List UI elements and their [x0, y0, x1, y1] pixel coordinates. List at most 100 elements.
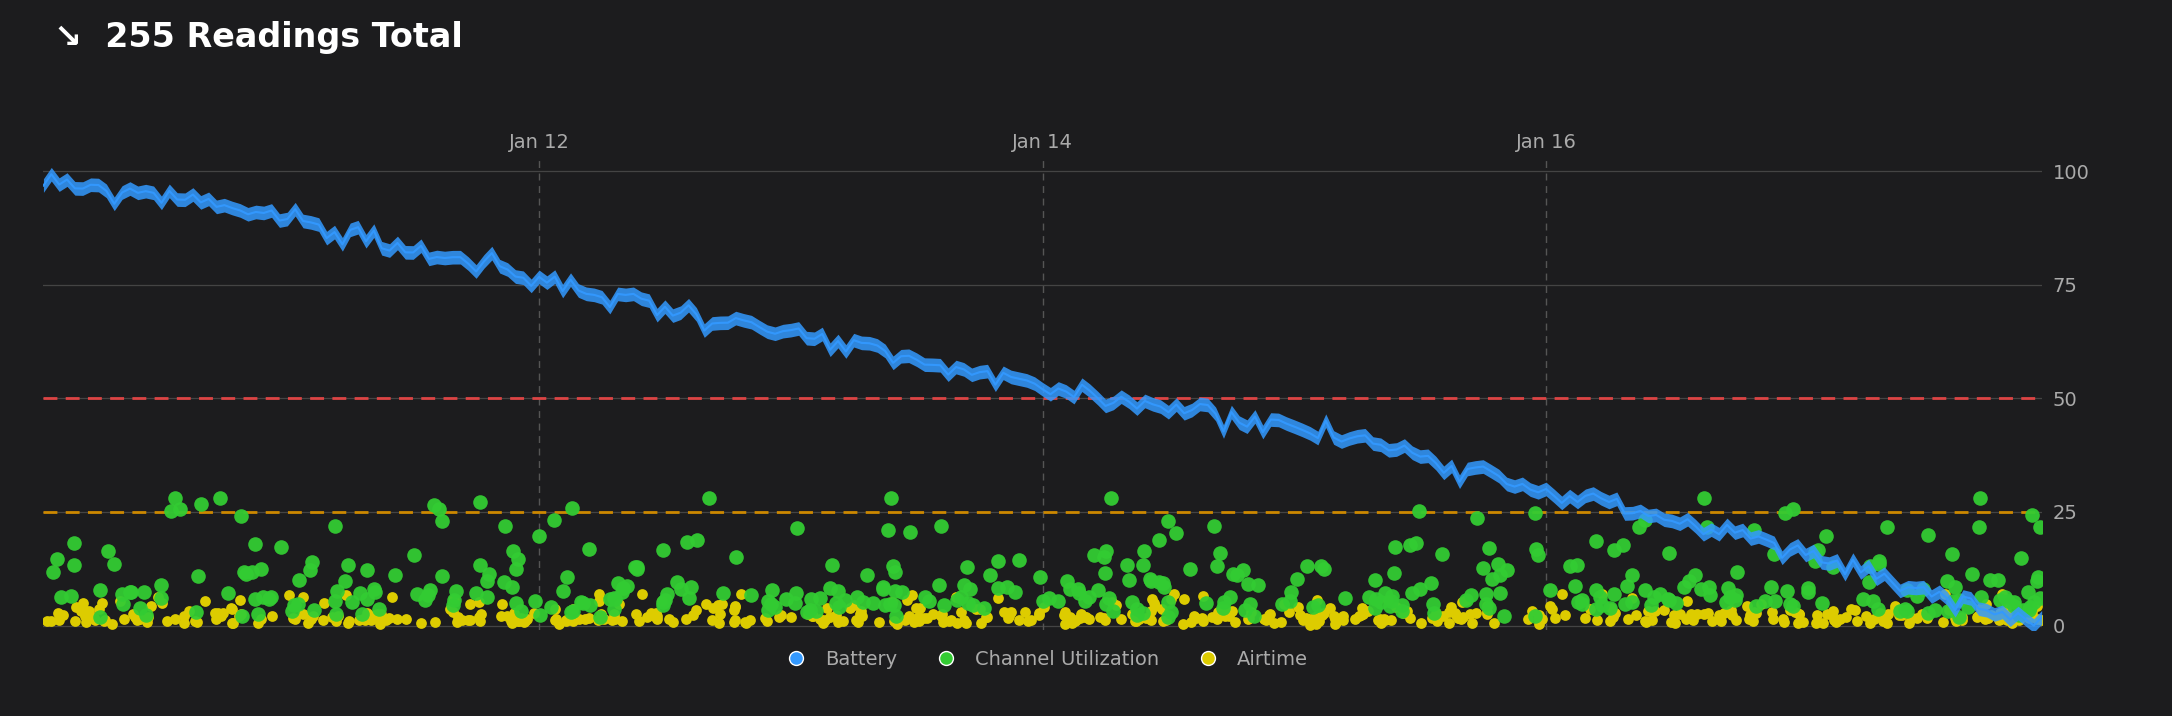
- Point: [437, 606, 471, 617]
- Point: [1425, 548, 1460, 559]
- Point: [867, 583, 901, 594]
- Point: [649, 589, 684, 600]
- Point: [795, 611, 830, 622]
- Point: [1023, 571, 1058, 583]
- Point: [1798, 546, 1833, 558]
- Point: [550, 614, 584, 626]
- Point: [350, 594, 384, 605]
- Point: [2000, 608, 2035, 619]
- Point: [500, 553, 534, 565]
- Point: [1703, 615, 1738, 626]
- Point: [1301, 594, 1336, 606]
- Point: [33, 615, 67, 626]
- Point: [1968, 609, 2003, 620]
- Point: [539, 604, 573, 615]
- Point: [645, 596, 680, 607]
- Point: [178, 606, 213, 617]
- Point: [59, 601, 93, 613]
- Point: [348, 612, 382, 624]
- Point: [1297, 611, 1331, 622]
- Point: [582, 596, 617, 607]
- Point: [180, 571, 215, 582]
- Point: [1344, 602, 1379, 614]
- Point: [1199, 614, 1234, 625]
- Point: [680, 534, 715, 546]
- Point: [1755, 613, 1790, 624]
- Point: [150, 615, 185, 626]
- Point: [1153, 606, 1188, 618]
- Point: [923, 521, 958, 532]
- Point: [167, 617, 202, 629]
- Point: [856, 597, 891, 609]
- Point: [899, 612, 934, 624]
- Point: [1477, 618, 1512, 629]
- Point: [1470, 600, 1505, 611]
- Point: [463, 559, 497, 571]
- Point: [1568, 612, 1603, 624]
- Point: [1779, 606, 1814, 618]
- Point: [1199, 561, 1234, 572]
- Point: [1937, 616, 1972, 627]
- Point: [1053, 611, 1088, 622]
- Point: [500, 614, 534, 626]
- Point: [98, 558, 132, 569]
- Point: [363, 609, 397, 620]
- Point: [1125, 559, 1160, 571]
- Point: [178, 616, 213, 627]
- Point: [1001, 614, 1036, 626]
- Point: [397, 549, 432, 561]
- Point: [1994, 617, 2029, 629]
- Point: [1564, 599, 1599, 610]
- Point: [113, 587, 148, 599]
- Point: [56, 559, 91, 571]
- Point: [1974, 609, 2009, 621]
- Point: [595, 614, 630, 625]
- Point: [1069, 611, 1103, 622]
- Point: [1861, 604, 1896, 615]
- Point: [1440, 612, 1475, 624]
- Point: [1166, 593, 1201, 604]
- Point: [211, 587, 245, 599]
- Point: [1653, 616, 1688, 628]
- Point: [932, 616, 967, 627]
- Point: [237, 594, 272, 605]
- Point: [982, 593, 1016, 604]
- Point: [1718, 594, 1753, 606]
- Point: [634, 607, 669, 619]
- Point: [1362, 613, 1397, 624]
- Point: [159, 613, 193, 624]
- Point: [925, 608, 960, 619]
- Point: [567, 614, 602, 625]
- Point: [1559, 559, 1594, 571]
- Point: [1731, 613, 1766, 624]
- Point: [747, 612, 782, 624]
- Point: [778, 596, 812, 608]
- Point: [563, 596, 597, 607]
- Point: [1520, 549, 1555, 561]
- Point: [1188, 597, 1223, 609]
- Point: [1240, 580, 1275, 591]
- Point: [2020, 571, 2055, 583]
- Point: [1444, 613, 1479, 624]
- Point: [756, 584, 791, 596]
- Point: [1114, 596, 1149, 608]
- Point: [1712, 591, 1746, 602]
- Point: [621, 615, 656, 626]
- Point: [877, 616, 912, 627]
- Point: [119, 614, 154, 626]
- Point: [30, 616, 65, 627]
- Point: [1692, 581, 1727, 592]
- Point: [215, 604, 250, 615]
- Point: [276, 599, 311, 611]
- Point: [793, 594, 828, 605]
- Point: [1490, 565, 1525, 576]
- Point: [1994, 614, 2029, 625]
- Point: [1368, 614, 1403, 625]
- Point: [2022, 521, 2057, 533]
- Point: [497, 607, 532, 619]
- Point: [619, 561, 654, 573]
- Point: [1449, 594, 1483, 605]
- Point: [1853, 617, 1887, 629]
- Point: [408, 594, 443, 606]
- Point: [906, 612, 940, 624]
